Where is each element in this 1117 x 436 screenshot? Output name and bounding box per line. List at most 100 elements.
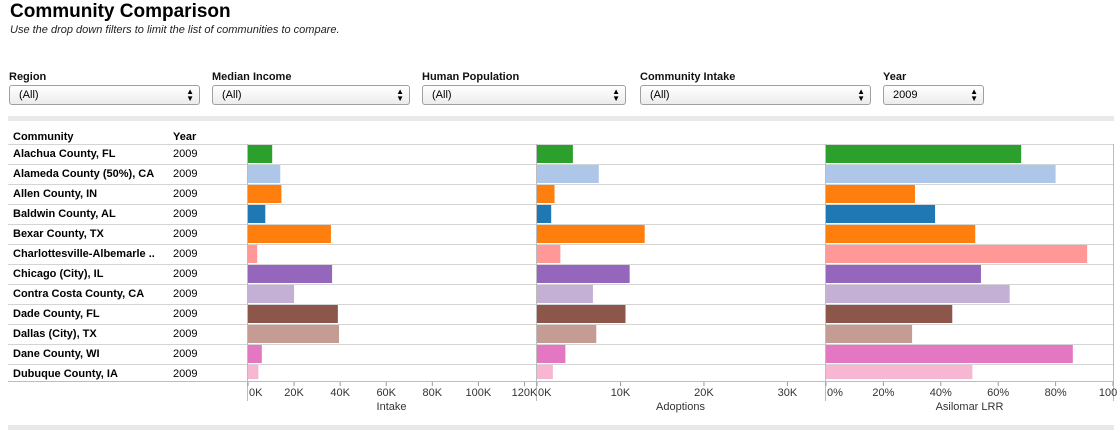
community-name: Chicago (City), IL: [13, 268, 104, 280]
adoptions-bar[interactable]: [537, 265, 630, 283]
intake-bar[interactable]: [248, 365, 259, 383]
lrr-bar[interactable]: [826, 265, 981, 283]
table-row[interactable]: Alachua County, FL 2009: [8, 144, 1114, 164]
dropdown-value: 2009: [893, 89, 918, 101]
adoptions-bar[interactable]: [537, 345, 566, 363]
intake-bar[interactable]: [248, 225, 331, 243]
adoptions-tick-label: 30K: [778, 387, 798, 399]
intake-bar[interactable]: [248, 305, 338, 323]
table-row[interactable]: Charlottesville-Albemarle .. 2009: [8, 244, 1114, 264]
adoptions-bar[interactable]: [537, 225, 645, 243]
row-year: 2009: [173, 368, 198, 380]
table-row[interactable]: Dane County, WI 2009: [8, 344, 1114, 364]
filter-median-income: Median Income (All) ▲ ▼: [212, 71, 410, 105]
dropdown-value: (All): [19, 89, 39, 101]
year-dropdown[interactable]: 2009 ▲ ▼: [883, 85, 984, 105]
intake-tick-label: 120K: [512, 387, 538, 399]
community-intake-dropdown[interactable]: (All) ▲ ▼: [640, 85, 871, 105]
adoptions-bar[interactable]: [537, 185, 555, 203]
intake-axis-title: Intake: [376, 401, 407, 413]
lrr-bar[interactable]: [826, 225, 976, 243]
row-divider: [8, 244, 1114, 245]
intake-bar[interactable]: [248, 185, 282, 203]
filter-label: Year: [883, 71, 907, 83]
lrr-bar[interactable]: [826, 245, 1088, 263]
updown-arrow-icon: ▲ ▼: [396, 87, 404, 103]
table-row[interactable]: Alameda County (50%), CA 2009: [8, 164, 1114, 184]
adoptions-bar[interactable]: [537, 245, 561, 263]
community-name: Dallas (City), TX: [13, 328, 97, 340]
adoptions-axis-line: [536, 144, 537, 401]
adoptions-bar[interactable]: [537, 325, 597, 343]
table-row[interactable]: Bexar County, TX 2009: [8, 224, 1114, 244]
region-dropdown[interactable]: (All) ▲ ▼: [9, 85, 200, 105]
row-year: 2009: [173, 348, 198, 360]
row-divider: [8, 184, 1114, 185]
row-divider: [8, 204, 1114, 205]
community-name: Bexar County, TX: [13, 228, 104, 240]
filter-label: Median Income: [212, 71, 292, 83]
intake-axis-line: [247, 144, 248, 401]
table-row[interactable]: Baldwin County, AL 2009: [8, 204, 1114, 224]
lrr-bar[interactable]: [826, 285, 1010, 303]
adoptions-bar[interactable]: [537, 165, 599, 183]
intake-tick-label: 20K: [284, 387, 304, 399]
updown-arrow-icon: ▲ ▼: [186, 87, 194, 103]
row-divider: [8, 344, 1114, 345]
row-divider: [8, 324, 1114, 325]
row-year: 2009: [173, 328, 198, 340]
lrr-tick-label: 100%: [1099, 387, 1117, 399]
table-row[interactable]: Dallas (City), TX 2009: [8, 324, 1114, 344]
lrr-tick-label: 60%: [987, 387, 1009, 399]
lrr-bar[interactable]: [826, 145, 1022, 163]
page-subtitle: Use the drop down filters to limit the l…: [10, 24, 340, 36]
intake-bar[interactable]: [248, 245, 258, 263]
lrr-bar[interactable]: [826, 365, 973, 383]
table-row[interactable]: Contra Costa County, CA 2009: [8, 284, 1114, 304]
lrr-bar[interactable]: [826, 325, 913, 343]
filter-label: Community Intake: [640, 71, 736, 83]
community-name: Alachua County, FL: [13, 148, 116, 160]
lrr-bar[interactable]: [826, 185, 915, 203]
community-name: Baldwin County, AL: [13, 208, 116, 220]
intake-bar[interactable]: [248, 165, 281, 183]
adoptions-bar[interactable]: [537, 285, 593, 303]
lrr-bar[interactable]: [826, 165, 1056, 183]
adoptions-bar[interactable]: [537, 205, 552, 223]
intake-bar[interactable]: [248, 345, 262, 363]
median-income-dropdown[interactable]: (All) ▲ ▼: [212, 85, 410, 105]
intake-bar[interactable]: [248, 265, 333, 283]
table-row[interactable]: Allen County, IN 2009: [8, 184, 1114, 204]
intake-bar[interactable]: [248, 205, 266, 223]
human-population-dropdown[interactable]: (All) ▲ ▼: [422, 85, 626, 105]
community-name: Contra Costa County, CA: [13, 288, 145, 300]
table-row[interactable]: Chicago (City), IL 2009: [8, 264, 1114, 284]
community-name: Alameda County (50%), CA: [13, 168, 155, 180]
adoptions-bar[interactable]: [537, 365, 553, 383]
dropdown-value: (All): [650, 89, 670, 101]
lrr-axis-title: Asilomar LRR: [935, 401, 1004, 413]
intake-tick-label: 40K: [330, 387, 350, 399]
adoptions-bar[interactable]: [537, 145, 573, 163]
lrr-tick-label: 0%: [827, 387, 843, 399]
lrr-bar[interactable]: [826, 305, 953, 323]
table-row[interactable]: Dubuque County, IA 2009: [8, 364, 1114, 384]
adoptions-bar[interactable]: [537, 305, 626, 323]
lrr-bar[interactable]: [826, 205, 936, 223]
intake-bar[interactable]: [248, 325, 340, 343]
dropdown-value: (All): [222, 89, 242, 101]
row-year: 2009: [173, 168, 198, 180]
intake-tick-label: 100K: [466, 387, 492, 399]
filter-label: Human Population: [422, 71, 520, 83]
intake-bar[interactable]: [248, 285, 295, 303]
community-name: Charlottesville-Albemarle ..: [13, 248, 155, 260]
lrr-tick-label: 80%: [1045, 387, 1067, 399]
adoptions-tick-label: 20K: [694, 387, 714, 399]
table-row[interactable]: Dade County, FL 2009: [8, 304, 1114, 324]
lrr-bar[interactable]: [826, 345, 1073, 363]
row-year: 2009: [173, 308, 198, 320]
divider-band-bottom: [8, 425, 1114, 430]
intake-bar[interactable]: [248, 145, 273, 163]
intake-tick-label: 80K: [423, 387, 443, 399]
